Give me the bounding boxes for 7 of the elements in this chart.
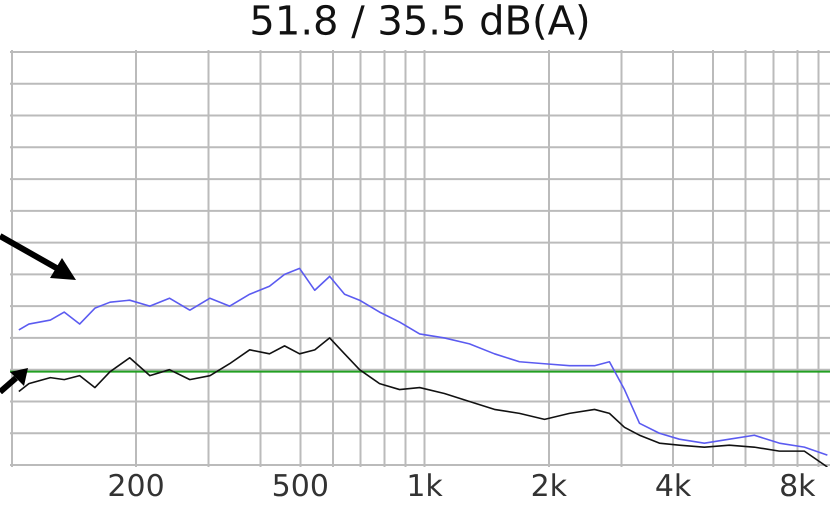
- x-tick-label: 200: [107, 468, 165, 504]
- x-tick-label: 8k: [779, 468, 816, 504]
- x-tick-label: 1k: [406, 468, 444, 504]
- x-tick-label: 4k: [654, 468, 692, 504]
- x-tick-label: 2k: [530, 468, 568, 504]
- chart-title: 51.8 / 35.5 dB(A): [249, 0, 591, 44]
- x-tick-label: 500: [272, 468, 329, 504]
